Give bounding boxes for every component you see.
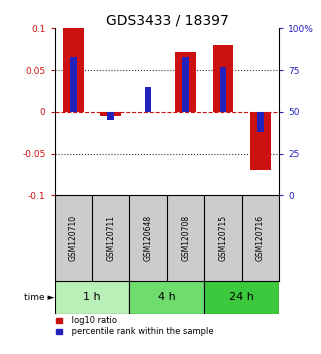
- Bar: [204, 281, 279, 314]
- Bar: [213, 45, 233, 112]
- Text: GSM120708: GSM120708: [181, 215, 190, 261]
- Text: 4 h: 4 h: [158, 292, 176, 302]
- Bar: [250, 112, 271, 170]
- Bar: [63, 28, 83, 112]
- Bar: [108, 112, 114, 120]
- Text: GSM120710: GSM120710: [69, 215, 78, 261]
- Bar: [145, 87, 152, 112]
- Text: time ►: time ►: [24, 293, 55, 302]
- Text: GSM120711: GSM120711: [106, 215, 115, 261]
- Bar: [220, 67, 226, 112]
- Text: 1 h: 1 h: [83, 292, 101, 302]
- Bar: [100, 112, 121, 116]
- Bar: [182, 57, 189, 112]
- Bar: [55, 281, 129, 314]
- Bar: [175, 52, 196, 112]
- Bar: [70, 57, 77, 112]
- Text: GSM120648: GSM120648: [144, 215, 153, 261]
- Legend:  log10 ratio,  percentile rank within the sample: log10 ratio, percentile rank within the …: [56, 316, 213, 336]
- Text: GSM120716: GSM120716: [256, 215, 265, 261]
- Bar: [257, 112, 264, 132]
- Text: GSM120715: GSM120715: [219, 215, 228, 261]
- Text: 24 h: 24 h: [230, 292, 254, 302]
- Bar: [129, 281, 204, 314]
- Title: GDS3433 / 18397: GDS3433 / 18397: [106, 13, 228, 27]
